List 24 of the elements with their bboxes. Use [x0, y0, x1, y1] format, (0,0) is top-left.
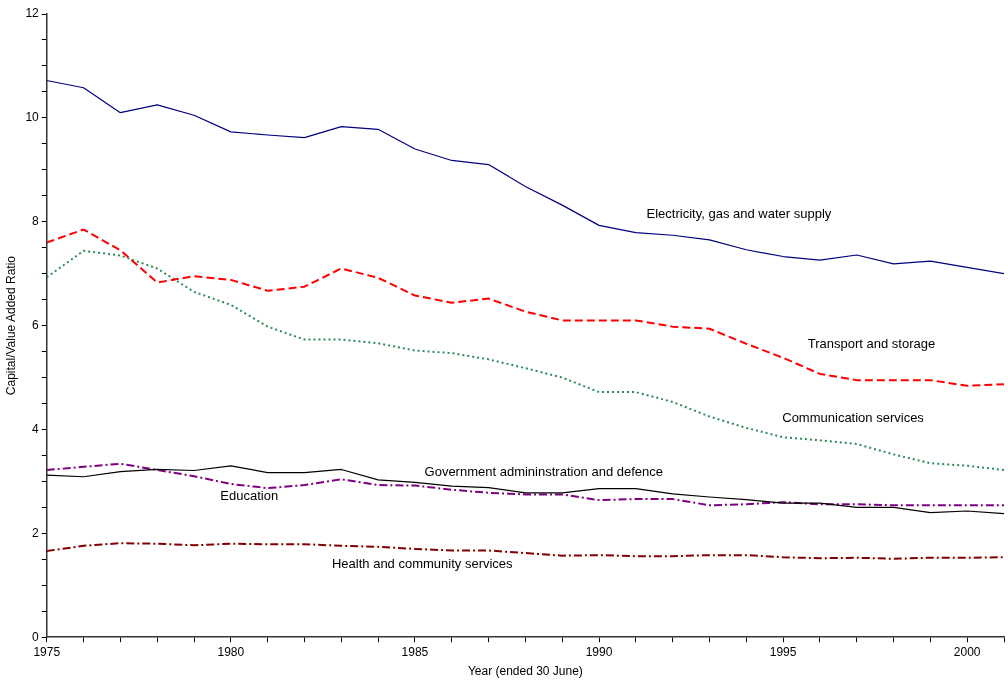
y-tick-label: 0 — [32, 629, 40, 644]
y-tick-label: 12 — [25, 6, 40, 21]
series-label: Government admininstration and defence — [424, 464, 664, 480]
series-label: Health and community services — [331, 555, 514, 571]
x-tick-label: 1975 — [33, 644, 61, 659]
x-tick-label: 1980 — [217, 644, 245, 659]
x-tick-label: 1990 — [585, 644, 613, 659]
y-tick-label: 2 — [32, 525, 40, 540]
x-tick-label: 2000 — [953, 644, 981, 659]
y-tick-label: 6 — [32, 317, 40, 332]
x-axis-title: Year (ended 30 June) — [467, 664, 583, 679]
x-tick-label: 1985 — [401, 644, 429, 659]
series-label: Electricity, gas and water supply — [646, 206, 832, 222]
x-tick-label: 1995 — [769, 644, 797, 659]
line-series — [46, 228, 1004, 387]
y-axis-title: Capital/Value Added Ratio — [3, 255, 18, 396]
series-label: Communication services — [782, 409, 925, 425]
series-label: Education — [220, 488, 279, 504]
line-series — [46, 462, 1004, 507]
y-tick-label: 10 — [25, 110, 40, 125]
y-tick-label: 4 — [32, 421, 40, 436]
y-tick-label: 8 — [32, 214, 40, 229]
series-label: Transport and storage — [807, 335, 936, 351]
line-series — [46, 542, 1004, 560]
